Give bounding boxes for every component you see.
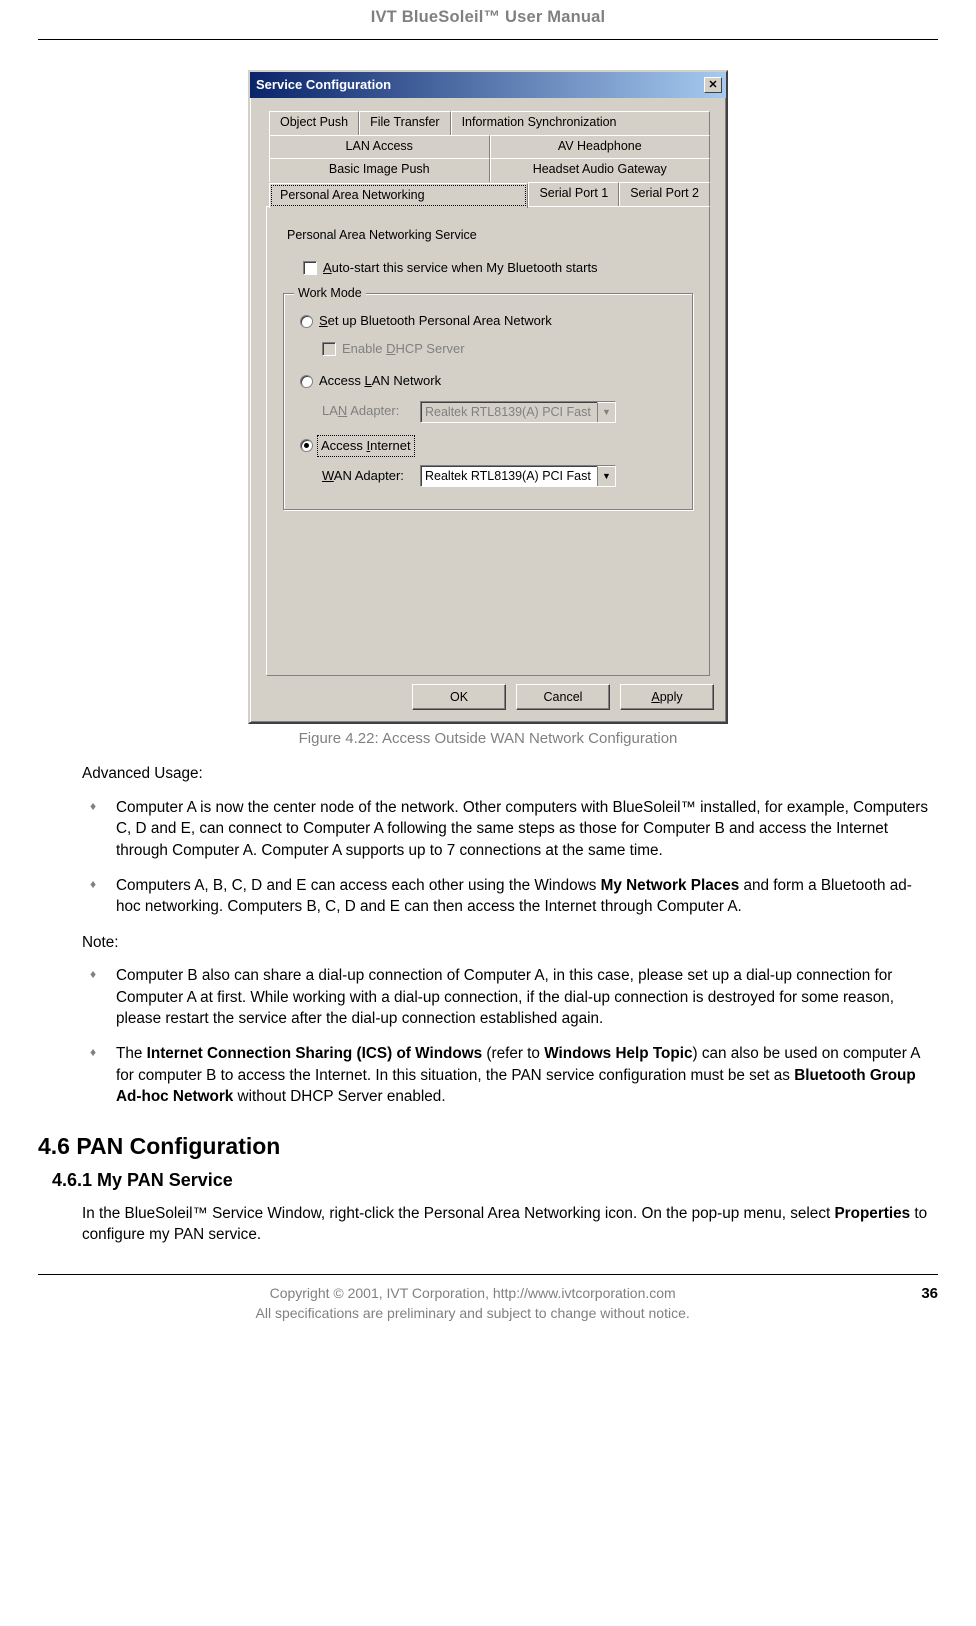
tab-panel: Personal Area Networking Service Auto-st… (266, 206, 710, 676)
autostart-label: Auto-start this service when My Bluetoot… (323, 259, 598, 277)
tab-strip: Object Push File Transfer Information Sy… (262, 108, 714, 676)
tab-serial1[interactable]: Serial Port 1 (528, 182, 619, 208)
dhcp-checkbox (322, 342, 336, 356)
dialog-titlebar: Service Configuration ✕ (250, 72, 726, 98)
radio-access-internet-label: Access Internet (319, 437, 413, 455)
tab-lan-access[interactable]: LAN Access (269, 135, 490, 159)
ok-button[interactable]: OK (412, 684, 506, 710)
radio-setup-pan-label: Set up Bluetooth Personal Area Network (319, 312, 552, 330)
lan-adapter-label: LAN Adapter: (322, 402, 414, 420)
workmode-title: Work Mode (294, 285, 366, 303)
figure-caption: Figure 4.22: Access Outside WAN Network … (38, 728, 938, 749)
wan-adapter-label: WAN Adapter: (322, 467, 414, 485)
dhcp-label: Enable DHCP Server (342, 340, 465, 358)
tab-pan[interactable]: Personal Area Networking (269, 183, 528, 209)
lan-adapter-combo: Realtek RTL8139(A) PCI Fast (420, 401, 616, 423)
subsection-heading: 4.6.1 My PAN Service (52, 1168, 930, 1193)
dialog-window: Service Configuration ✕ Object Push File… (248, 70, 728, 724)
page-number: 36 (907, 1283, 938, 1304)
list-item: Computer A is now the center node of the… (82, 797, 930, 861)
footer-line2: All specifications are preliminary and s… (38, 1303, 907, 1323)
dialog-title: Service Configuration (256, 76, 391, 94)
subsection-para: In the BlueSoleil™ Service Window, right… (82, 1203, 930, 1246)
wan-adapter-value: Realtek RTL8139(A) PCI Fast (421, 466, 597, 486)
list-item: Computers A, B, C, D and E can access ea… (82, 875, 930, 918)
close-icon[interactable]: ✕ (704, 77, 722, 93)
section-heading: 4.6 PAN Configuration (38, 1130, 930, 1162)
tab-headset-gateway[interactable]: Headset Audio Gateway (490, 158, 711, 182)
tab-basic-image-push[interactable]: Basic Image Push (269, 158, 490, 182)
radio-access-lan[interactable] (300, 375, 313, 388)
tab-serial2[interactable]: Serial Port 2 (619, 182, 710, 208)
radio-access-lan-label: Access LAN Network (319, 372, 441, 390)
page-footer: Copyright © 2001, IVT Corporation, http:… (38, 1274, 938, 1324)
chevron-down-icon (597, 402, 615, 422)
advanced-usage-heading: Advanced Usage: (82, 763, 930, 784)
wan-adapter-combo[interactable]: Realtek RTL8139(A) PCI Fast (420, 465, 616, 487)
tab-file-transfer[interactable]: File Transfer (359, 111, 450, 135)
chevron-down-icon[interactable] (597, 466, 615, 486)
tab-info-sync[interactable]: Information Synchronization (451, 111, 710, 135)
note-heading: Note: (82, 932, 930, 953)
apply-button[interactable]: Apply (620, 684, 714, 710)
workmode-group: Work Mode Set up Bluetooth Personal Area… (283, 293, 693, 510)
autostart-checkbox[interactable] (303, 261, 317, 275)
list-item: The Internet Connection Sharing (ICS) of… (82, 1043, 930, 1107)
tab-object-push[interactable]: Object Push (269, 111, 359, 135)
lan-adapter-value: Realtek RTL8139(A) PCI Fast (421, 402, 597, 422)
radio-setup-pan[interactable] (300, 315, 313, 328)
cancel-button[interactable]: Cancel (516, 684, 610, 710)
tab-av-headphone[interactable]: AV Headphone (490, 135, 711, 159)
doc-header: IVT BlueSoleil™ User Manual (38, 0, 938, 40)
list-item: Computer B also can share a dial-up conn… (82, 965, 930, 1029)
pan-service-label: Personal Area Networking Service (287, 227, 695, 245)
footer-line1: Copyright © 2001, IVT Corporation, http:… (38, 1283, 907, 1303)
radio-access-internet[interactable] (300, 439, 313, 452)
